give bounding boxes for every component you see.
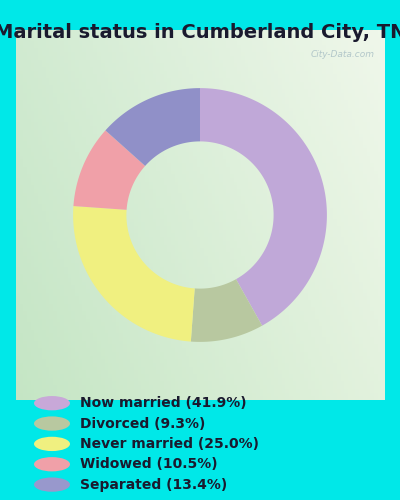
Text: Divorced (9.3%): Divorced (9.3%) (80, 416, 205, 430)
Polygon shape (106, 88, 200, 166)
Text: Marital status in Cumberland City, TN: Marital status in Cumberland City, TN (0, 22, 400, 42)
Ellipse shape (34, 416, 70, 430)
Text: Now married (41.9%): Now married (41.9%) (80, 396, 247, 410)
Text: Widowed (10.5%): Widowed (10.5%) (80, 457, 218, 471)
Text: Never married (25.0%): Never married (25.0%) (80, 437, 259, 451)
Polygon shape (74, 130, 145, 210)
Text: City-Data.com: City-Data.com (311, 50, 375, 59)
Polygon shape (200, 88, 327, 326)
Ellipse shape (34, 478, 70, 492)
Text: Separated (13.4%): Separated (13.4%) (80, 478, 227, 492)
Ellipse shape (34, 396, 70, 410)
Polygon shape (73, 206, 195, 342)
Polygon shape (191, 279, 262, 342)
Ellipse shape (34, 437, 70, 451)
Ellipse shape (34, 457, 70, 471)
